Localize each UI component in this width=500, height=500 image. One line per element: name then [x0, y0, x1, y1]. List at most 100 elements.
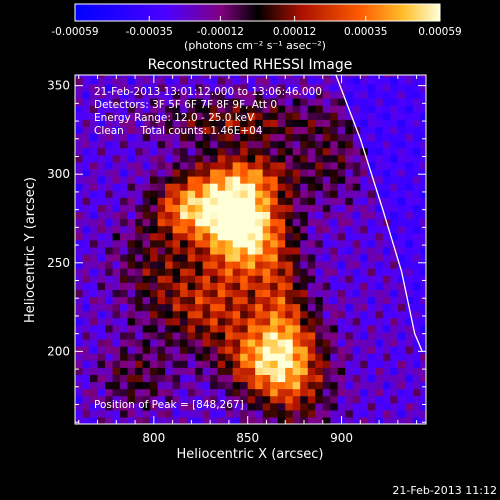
heatmap-cell [292, 338, 301, 347]
heatmap-cell [277, 338, 286, 347]
heatmap-cell [90, 374, 99, 383]
heatmap-cell [195, 395, 204, 404]
heatmap-cell [187, 119, 196, 127]
heatmap-cell [97, 75, 106, 78]
heatmap-cell [120, 83, 129, 92]
heatmap-cell [150, 402, 159, 411]
heatmap-cell [255, 253, 264, 262]
heatmap-cell [412, 225, 421, 234]
heatmap-cell [322, 239, 331, 248]
heatmap-cell [225, 218, 234, 227]
heatmap-cell [135, 416, 144, 424]
heatmap-cell [315, 303, 324, 312]
heatmap-cell [330, 346, 339, 354]
heatmap-cell [307, 353, 316, 361]
heatmap-cell [157, 90, 166, 99]
heatmap-cell [277, 154, 286, 163]
heatmap-cell [307, 119, 316, 127]
heatmap-cell [390, 239, 399, 248]
heatmap-cell [247, 388, 256, 397]
heatmap-cell [217, 388, 226, 397]
heatmap-cell [202, 83, 211, 92]
heatmap-cell [390, 75, 399, 78]
heatmap-cell [397, 402, 406, 411]
heatmap-cell [375, 112, 384, 120]
heatmap-cell [375, 310, 384, 319]
heatmap-cell [397, 140, 406, 149]
heatmap-cell [292, 90, 301, 99]
heatmap-cell [135, 105, 144, 113]
heatmap-cell [382, 90, 391, 99]
heatmap-cell [180, 204, 189, 213]
heatmap-cell [315, 261, 324, 269]
heatmap-cell [210, 147, 219, 156]
heatmap-cell [382, 324, 391, 333]
heatmap-cell [360, 232, 369, 241]
heatmap-cell [420, 360, 426, 368]
heatmap-cell [300, 161, 309, 170]
heatmap-cell [292, 409, 301, 418]
heatmap-cell [112, 360, 121, 368]
heatmap-cell [412, 303, 421, 312]
heatmap-cell [330, 98, 339, 106]
heatmap-cell [345, 112, 354, 120]
heatmap-cell [292, 310, 301, 319]
heatmap-cell [262, 168, 271, 177]
heatmap-cell [375, 275, 384, 283]
heatmap-cell [337, 119, 346, 127]
heatmap-cell [112, 367, 121, 375]
heatmap-cell [195, 168, 204, 177]
colorbar-tick-label: 0.00059 [418, 26, 461, 38]
heatmap-cell [225, 147, 234, 156]
heatmap-cell [172, 388, 181, 397]
heatmap-cell [202, 275, 211, 283]
heatmap-cell [367, 119, 376, 127]
heatmap-cell [262, 388, 271, 397]
heatmap-cell [330, 112, 339, 120]
heatmap-cell [157, 211, 166, 220]
heatmap-cell [345, 75, 354, 78]
colorbar-tick-label: 0.00035 [344, 26, 387, 38]
heatmap-cell [322, 112, 331, 120]
heatmap-cell [322, 275, 331, 283]
heatmap-cell [247, 395, 256, 404]
heatmap-cell [337, 303, 346, 312]
heatmap-cell [375, 105, 384, 113]
heatmap-cell [180, 197, 189, 205]
heatmap-cell [277, 353, 286, 361]
heatmap-cell [195, 112, 204, 120]
heatmap-cell [112, 98, 121, 106]
heatmap-cell [397, 317, 406, 326]
heatmap-cell [345, 360, 354, 368]
heatmap-cell [75, 395, 84, 404]
heatmap-cell [217, 90, 226, 99]
heatmap-cell [367, 133, 376, 142]
heatmap-cell [412, 175, 421, 184]
heatmap-cell [135, 75, 144, 78]
heatmap-cell [322, 346, 331, 354]
heatmap-cell [202, 239, 211, 248]
heatmap-cell [217, 161, 226, 170]
heatmap-cell [225, 76, 234, 85]
heatmap-cell [127, 353, 136, 361]
heatmap-cell [105, 239, 114, 248]
heatmap-cell [157, 105, 166, 113]
heatmap-cell [120, 197, 129, 205]
heatmap-cell [105, 218, 114, 227]
heatmap-cell [172, 324, 181, 333]
heatmap-cell [397, 338, 406, 347]
heatmap-cell [315, 175, 324, 184]
heatmap-cell [390, 310, 399, 319]
heatmap-cell [412, 112, 421, 120]
heatmap-cell [97, 268, 106, 276]
heatmap-cell [292, 317, 301, 326]
heatmap-cell [270, 275, 279, 283]
heatmap-cell [112, 83, 121, 92]
heatmap-cell [247, 83, 256, 92]
heatmap-cell [202, 168, 211, 177]
heatmap-cell [210, 175, 219, 184]
heatmap-cell [247, 147, 256, 156]
annotation-clean-counts: Clean Total counts: 1.46E+04 [94, 125, 263, 137]
heatmap-cell [127, 282, 136, 290]
heatmap-cell [142, 409, 151, 418]
